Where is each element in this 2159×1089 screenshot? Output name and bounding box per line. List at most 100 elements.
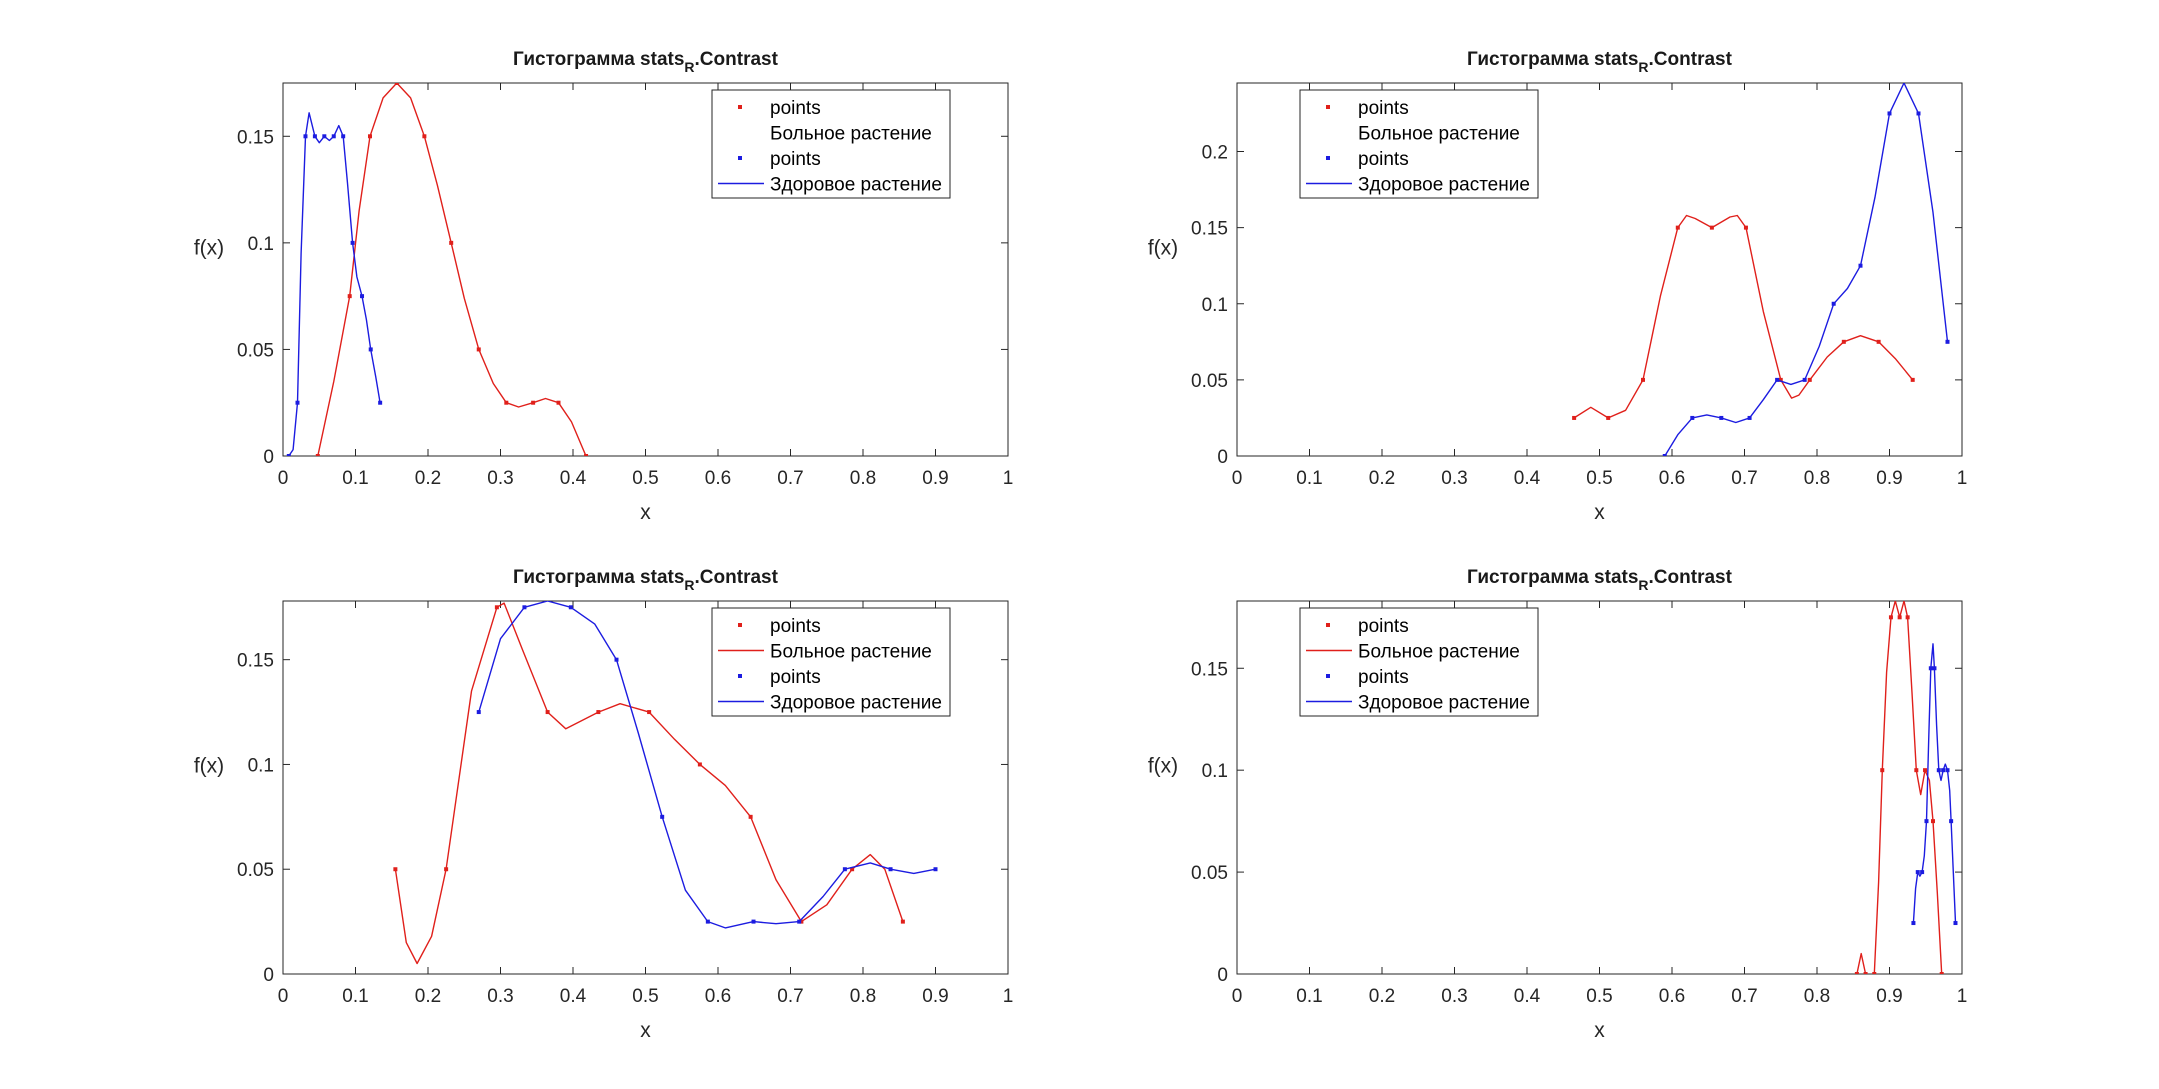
legend-entry: points [1358,667,1409,688]
x-axis-label: x [1594,501,1605,524]
y-tick-label: 0.1 [248,234,274,255]
data-point [900,919,905,924]
data-point [1775,377,1780,382]
y-tick-label: 0.1 [248,755,274,776]
legend-entry: Больное растение [770,642,932,663]
title-main: Гистограмма stats [513,567,684,588]
title-subscript: R [684,59,694,75]
x-tick-label: 0 [278,468,289,489]
legend-marker [1326,674,1330,678]
legend-box [1299,607,1539,717]
x-tick-label: 0.2 [1369,468,1395,489]
data-point [1675,225,1680,230]
data-point [1887,111,1892,116]
data-point [394,83,399,85]
data-point [1854,972,1859,974]
data-point [797,919,802,924]
chart-title: Гистограмма statsR.Contrast [513,49,779,75]
legend-marker [738,674,742,678]
data-point [449,240,454,245]
data-point [1709,225,1714,230]
data-point [341,134,346,139]
x-tick-label: 0 [278,986,289,1007]
y-tick-label: 0.05 [1191,371,1228,392]
data-point [1572,415,1577,420]
series-2 [476,601,938,929]
y-tick-label: 0.15 [1191,219,1228,240]
data-point [476,347,481,352]
data-point [1953,921,1958,926]
data-point [888,867,893,872]
title-subscript: R [684,577,694,593]
x-tick-label: 0.1 [342,986,368,1007]
legend-entry: points [770,98,821,119]
data-point [347,294,352,299]
legend-entry: points [770,149,821,170]
y-axis-label: f(x) [194,755,224,778]
legend-entry: points [770,667,821,688]
y-tick-label: 0.1 [1202,295,1228,316]
x-tick-label: 1 [1003,468,1014,489]
x-tick-label: 0.4 [1514,468,1541,489]
legend-entry: points [770,616,821,637]
x-tick-label: 0.8 [850,986,876,1007]
y-tick-label: 0.05 [237,860,274,881]
series-1 [1572,214,1915,420]
data-point [1747,415,1752,420]
x-tick-label: 0.9 [1876,468,1902,489]
legend-entry: Здоровое растение [1358,175,1530,196]
subplot-4: 0 0.1 0.2 0.3 0.4 0.5 0.6 0.7 0.8 0.9 1 0 0.05 0.1 0.1… [1148,567,1967,1042]
data-point [1743,225,1748,230]
data-point [1945,768,1950,773]
x-tick-label: 0.8 [850,468,876,489]
series-2 [1662,83,1950,456]
data-point [522,605,527,610]
data-point [1872,972,1877,974]
y-tick-label: 0 [1217,965,1228,986]
legend-entry: Больное растение [770,124,932,145]
x-tick-label: 0.4 [560,986,587,1007]
data-point [1807,377,1812,382]
x-tick-label: 0.9 [922,468,948,489]
data-point [697,762,702,767]
data-point [584,454,589,456]
data-point [1888,615,1893,620]
title-main: Гистограмма stats [1467,49,1638,70]
x-tick-label: 0.6 [705,986,731,1007]
data-point [1924,819,1929,824]
x-tick-label: 0.8 [1804,468,1830,489]
data-point [494,605,499,610]
title-main: Гистограмма stats [513,49,684,70]
data-point [1841,339,1846,344]
data-point [1719,415,1724,420]
title-suffix: .Contrast [1649,567,1733,588]
legend-entry: Здоровое растение [770,175,942,196]
data-point [295,400,300,405]
y-tick-label: 0.2 [1202,143,1228,164]
data-point [322,134,327,139]
data-point [1858,263,1863,268]
data-point [660,814,665,819]
data-point [444,867,449,872]
x-tick-label: 0 [1232,986,1243,1007]
x-tick-label: 1 [1957,468,1968,489]
data-point [1932,666,1937,671]
data-point [303,134,308,139]
data-point [1916,111,1921,116]
legend-entry: Больное растение [1358,642,1520,663]
x-tick-label: 0.7 [777,468,803,489]
legend-entry: Больное растение [1358,124,1520,145]
x-tick-label: 0.8 [1804,986,1830,1007]
legend: points Больное растение points Здоровое рас… [1299,89,1539,199]
data-point [705,919,710,924]
x-axis-label: x [640,1019,651,1042]
data-point [378,400,383,405]
data-point [1905,615,1910,620]
x-tick-label: 0.6 [1659,986,1685,1007]
y-tick-label: 0 [263,965,274,986]
data-point [1606,415,1611,420]
y-tick-label: 0.05 [237,340,274,361]
x-axis-label: x [640,501,651,524]
chart-title: Гистограмма statsR.Contrast [513,567,779,593]
data-point [476,710,481,715]
